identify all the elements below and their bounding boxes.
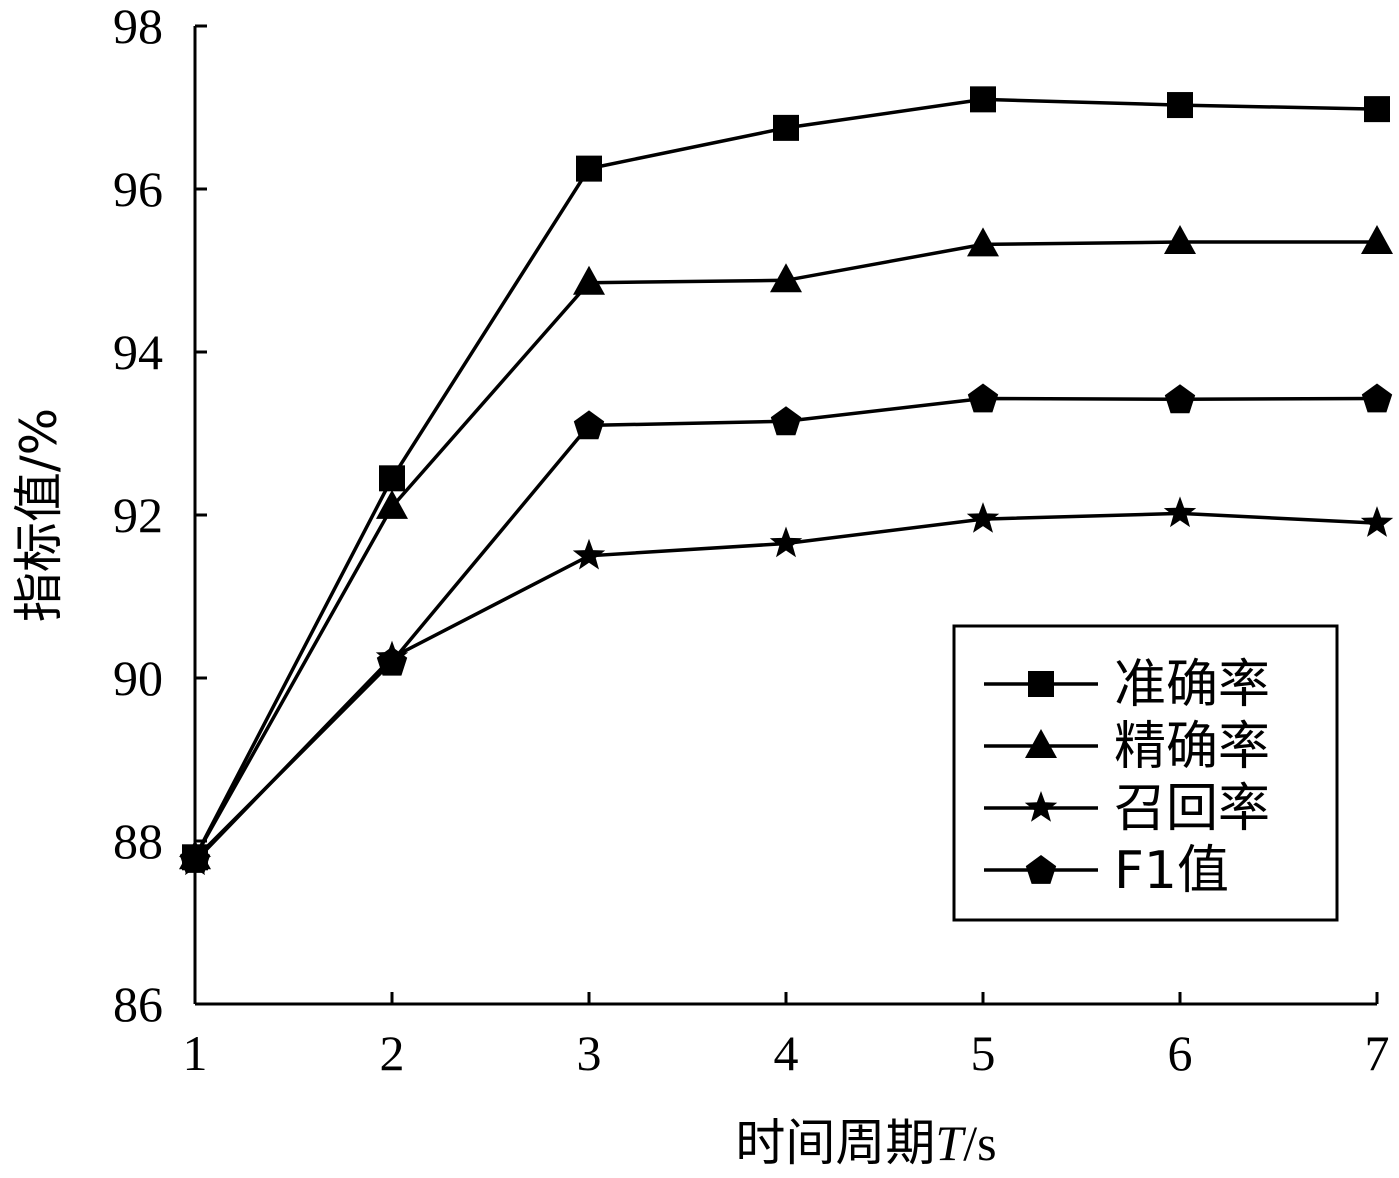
y-tick-label: 94 [113,324,163,380]
data-point-triangle [967,227,999,257]
data-point-star [1360,506,1394,537]
legend-marker-star [1024,791,1058,822]
legend-marker-triangle [1025,729,1057,758]
data-point-star [966,502,1000,533]
x-tick-label: 6 [1168,1025,1193,1081]
data-point-pentagon [770,406,802,436]
data-point-square [970,86,996,113]
y-tick-label: 88 [113,813,163,869]
legend-label: 精确率 [1114,717,1270,777]
data-point-pentagon [967,383,999,413]
legend-marker-square [1028,671,1054,697]
x-axis-label: 时间周期T/s [735,1114,996,1172]
y-axis-label: 指标值/% [10,408,68,622]
data-point-triangle [770,263,802,293]
y-tick-label: 98 [113,0,163,54]
chart-series [178,86,1394,876]
data-point-square [576,155,602,182]
x-tick-label: 2 [380,1025,405,1081]
data-point-triangle [1361,224,1393,254]
x-tick-label: 4 [774,1025,799,1081]
data-point-pentagon [1361,383,1393,413]
x-tick-label: 5 [971,1025,996,1081]
data-point-triangle [1164,224,1196,254]
legend-marker-pentagon [1025,855,1057,884]
legend-label: 准确率 [1114,655,1270,715]
y-tick-label: 90 [113,650,163,706]
series-triangle [179,224,1393,870]
data-point-triangle [573,265,605,295]
data-point-pentagon [179,843,211,873]
data-point-square [773,114,799,141]
y-tick-label: 86 [113,976,163,1032]
data-point-triangle [376,489,408,519]
y-tick-label: 92 [113,487,163,543]
legend-label: F1值 [1114,841,1229,901]
data-point-pentagon [376,646,408,676]
data-point-pentagon [1164,384,1196,414]
x-tick-label: 3 [577,1025,602,1081]
data-point-square [1167,92,1193,119]
series-pentagon [179,383,1393,873]
data-point-star [769,526,803,558]
data-point-star [1163,496,1197,528]
x-tick-label: 1 [183,1025,208,1081]
legend-label: 召回率 [1114,779,1270,839]
x-tick-label: 7 [1365,1025,1390,1081]
data-point-square [379,465,405,492]
chart-axes: 86 88 90 92 94 96 98 1 2 3 4 5 6 7 [113,0,1390,1081]
y-tick-label: 96 [113,161,163,217]
data-point-pentagon [573,410,605,440]
data-point-star [572,538,606,570]
data-point-square [1364,96,1390,123]
